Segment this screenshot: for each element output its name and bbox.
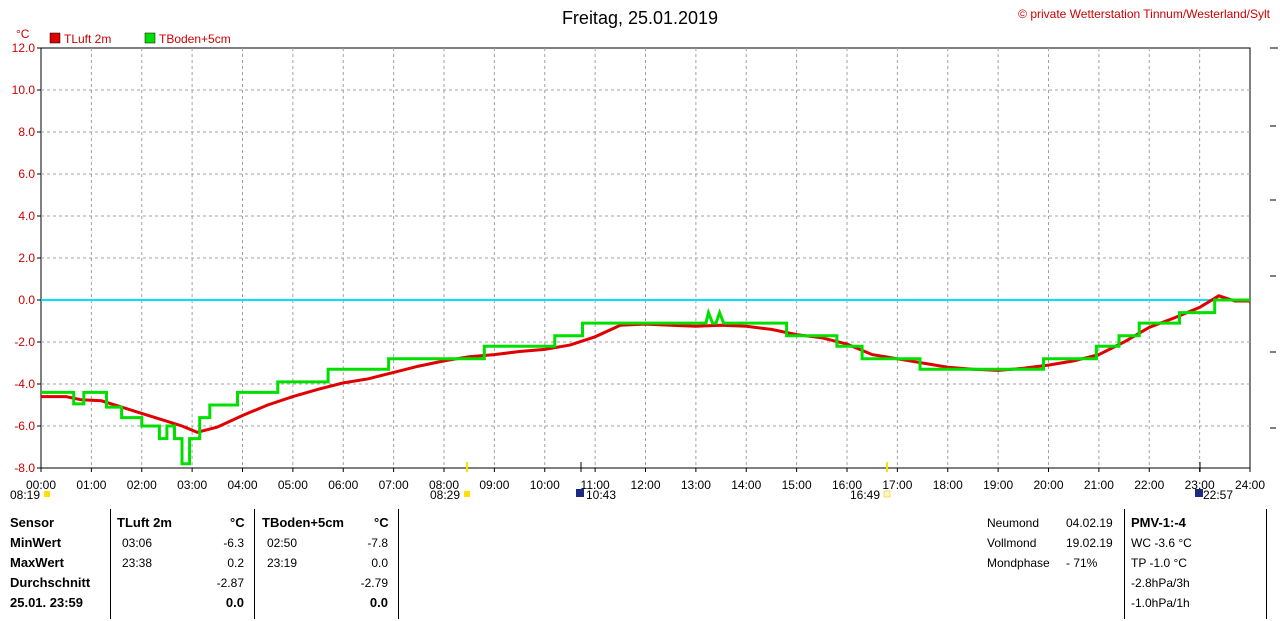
sunrise-icon (464, 491, 470, 497)
label-sensor: Sensor (10, 515, 55, 530)
tluft-unit: °C (230, 515, 245, 530)
legend-label-tboden: TBoden+5cm (159, 32, 231, 46)
x-tick-label: 08:00 (429, 478, 459, 492)
neumond-date: 04.02.19 (1066, 516, 1113, 530)
tluft-average: -2.87 (216, 576, 244, 590)
x-tick-label: 00:00 (26, 478, 56, 492)
x-tick-label: 23:00 (1185, 478, 1215, 492)
chart-title: Freitag, 25.01.2019 (562, 8, 718, 28)
y-tick-label: 4.0 (18, 209, 35, 223)
moonset-icon (576, 489, 584, 497)
vollmond-label: Vollmond (987, 536, 1037, 550)
vollmond-date: 19.02.19 (1066, 536, 1113, 550)
x-tick-label: 03:00 (177, 478, 207, 492)
y-tick-label: -2.0 (14, 335, 35, 349)
tluft-header: TLuft 2m (117, 515, 172, 530)
x-tick-label: 15:00 (782, 478, 812, 492)
neumond-label: Neumond (987, 516, 1040, 530)
sunset-time: 16:49 (850, 488, 880, 502)
x-tick-label: 20:00 (1033, 478, 1063, 492)
divider (110, 509, 111, 619)
x-tick-label: 07:00 (379, 478, 409, 492)
time-markers: 08:19 08:29 10:43 16:49 22:57 (10, 462, 1233, 502)
unit-label: °C (16, 27, 30, 41)
tboden-header: TBoden+5cm (262, 515, 344, 530)
x-tick-label: 05:00 (278, 478, 308, 492)
moonset-time: 10:43 (586, 488, 616, 502)
label-current: 25.01. 23:59 (10, 595, 84, 610)
pmv-value: PMV-1:-4 (1131, 515, 1186, 530)
tboden-max-time: 23:19 (267, 556, 298, 570)
x-tick-label: 11:00 (581, 478, 610, 492)
x-tick-label: 02:00 (127, 478, 157, 492)
pressure-3h-value: -2.8hPa/3h (1131, 576, 1190, 590)
y-tick-label: 2.0 (18, 251, 35, 265)
tboden-min-time: 02:50 (267, 536, 298, 550)
legend-swatch-tluft (49, 32, 61, 44)
legend-swatch-tboden (144, 32, 156, 44)
dewpoint-value: TP -1.0 °C (1131, 556, 1187, 570)
series-group (41, 294, 1250, 466)
moonrise-time: 22:57 (1203, 488, 1233, 502)
tluft-max-value: 0.2 (227, 556, 244, 570)
copyright-note: © private Wetterstation Tinnum/Westerlan… (1018, 7, 1271, 21)
label-durchschnitt: Durchschnitt (10, 575, 91, 590)
x-tick-label: 22:00 (1134, 478, 1164, 492)
x-tick-label: 01:00 (76, 478, 106, 492)
moonrise-icon (1195, 489, 1203, 497)
sunrise-time: 08:29 (430, 488, 460, 502)
divider (254, 509, 255, 619)
temperature-chart: Freitag, 25.01.2019 © private Wetterstat… (10, 7, 1278, 502)
tluft-current: 0.0 (225, 595, 244, 610)
x-tick-label: 12:00 (630, 478, 660, 492)
stats-panel: Sensor MinWert MaxWert Durchschnitt 25.0… (0, 505, 1280, 621)
tboden-current: 0.0 (369, 595, 388, 610)
series-line-tboden (41, 298, 1250, 466)
right-scale-ticks (1270, 47, 1278, 429)
x-tick-label: 17:00 (882, 478, 912, 492)
sun-icon-left (44, 491, 50, 497)
x-tick-label: 19:00 (983, 478, 1013, 492)
divider (1266, 509, 1267, 619)
x-tick-label: 16:00 (832, 478, 862, 492)
y-tick-label: -6.0 (14, 419, 35, 433)
divider (398, 509, 399, 619)
y-tick-label: 8.0 (18, 125, 35, 139)
tluft-min-time: 03:06 (122, 536, 153, 550)
mondphase-label: Mondphase (987, 556, 1050, 570)
y-axis-labels: 12.0 10.0 8.0 6.0 4.0 2.0 0.0 -2.0 -4.0 -6.0 -8.0 (12, 41, 36, 475)
x-axis-labels: 00:00 01:00 02:00 03:00 04:00 05:00 06:00 07:00… (26, 478, 1265, 492)
y-tick-label: 6.0 (18, 167, 35, 181)
tluft-max-time: 23:38 (122, 556, 153, 570)
tboden-average: -2.79 (360, 576, 388, 590)
tboden-max-value: 0.0 (371, 556, 388, 570)
tluft-min-value: -6.3 (223, 536, 244, 550)
y-tick-label: -8.0 (14, 461, 35, 475)
tboden-unit: °C (374, 515, 389, 530)
x-tick-label: 13:00 (681, 478, 711, 492)
legend-label-tluft: TLuft 2m (64, 32, 111, 46)
y-tick-label: 10.0 (12, 83, 36, 97)
label-maxwert: MaxWert (10, 555, 64, 570)
x-tick-label: 09:00 (479, 478, 509, 492)
pressure-1h-value: -1.0hPa/1h (1131, 596, 1190, 610)
y-tick-label: -4.0 (14, 377, 35, 391)
y-tick-label: 12.0 (12, 41, 36, 55)
series-line-tluft (41, 294, 1250, 434)
x-tick-label: 06:00 (328, 478, 358, 492)
tboden-min-value: -7.8 (367, 536, 388, 550)
label-minwert: MinWert (10, 535, 62, 550)
sunset-icon (883, 490, 891, 498)
x-tick-label: 21:00 (1084, 478, 1114, 492)
x-tick-label: 24:00 (1235, 478, 1265, 492)
prev-time: 08:19 (10, 488, 40, 502)
y-tick-label: 0.0 (18, 293, 35, 307)
x-tick-label: 18:00 (933, 478, 963, 492)
x-tick-label: 10:00 (530, 478, 560, 492)
divider (1124, 509, 1125, 619)
mondphase-value: - 71% (1066, 556, 1098, 570)
windchill-value: WC -3.6 °C (1131, 536, 1192, 550)
x-tick-label: 04:00 (227, 478, 257, 492)
x-tick-label: 14:00 (731, 478, 761, 492)
